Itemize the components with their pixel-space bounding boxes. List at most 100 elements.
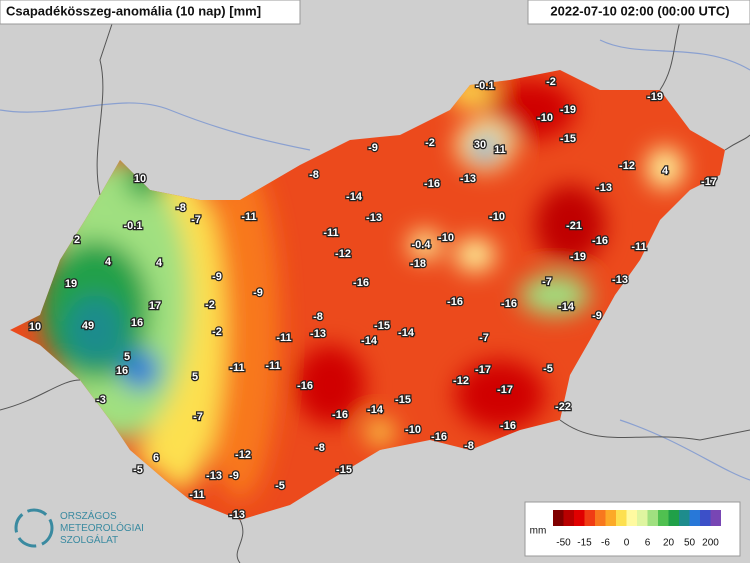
station-value: 49 [82, 320, 94, 332]
station-value: -16 [501, 298, 517, 310]
station-value: -11 [265, 360, 280, 372]
legend-unit: mm [530, 526, 547, 537]
station-value: -9 [368, 142, 378, 154]
station-value: -10 [489, 211, 505, 223]
station-value: 17 [149, 300, 161, 312]
station-value: -7 [479, 332, 489, 344]
station-value: -14 [398, 327, 415, 339]
station-value: -8 [176, 202, 186, 214]
station-value: -16 [447, 296, 463, 308]
station-value: -16 [353, 277, 369, 289]
station-value: -11 [189, 489, 204, 501]
station-value: -15 [336, 464, 352, 476]
station-value: -14 [558, 301, 575, 313]
station-value: -16 [431, 431, 447, 443]
station-value: -7 [193, 411, 203, 423]
legend-swatch [584, 510, 595, 526]
timestamp: 2022-07-10 02:00 (00:00 UTC) [550, 3, 729, 18]
station-value: -5 [543, 363, 553, 375]
station-value: 5 [124, 351, 130, 363]
station-value: -13 [229, 509, 245, 521]
station-value: -12 [619, 160, 635, 172]
legend-swatch [563, 510, 574, 526]
station-value: -14 [346, 191, 363, 203]
station-value: -15 [374, 320, 390, 332]
legend-swatch [616, 510, 627, 526]
station-value: -16 [424, 178, 440, 190]
station-value: -9 [229, 470, 239, 482]
station-value: -16 [500, 420, 516, 432]
legend-swatch [668, 510, 679, 526]
station-value: 2 [74, 234, 80, 246]
station-value: 4 [105, 256, 112, 268]
station-value: 4 [156, 257, 163, 269]
station-value: -11 [241, 211, 256, 223]
station-value: -2 [212, 326, 222, 338]
station-value: -9 [212, 271, 222, 283]
legend-swatch [689, 510, 700, 526]
station-value: -8 [315, 442, 325, 454]
station-value: -19 [570, 251, 586, 263]
station-value: -5 [275, 480, 285, 492]
station-value: -2 [205, 299, 215, 311]
station-value: -14 [361, 335, 378, 347]
station-value: -10 [405, 424, 421, 436]
timestamp-box [527, 0, 750, 25]
station-value: -12 [235, 449, 251, 461]
station-value: -10 [438, 232, 454, 244]
station-value: -0.4 [412, 239, 432, 251]
station-value: -16 [592, 235, 608, 247]
title-box [0, 0, 301, 25]
station-value: -11 [631, 241, 646, 253]
station-value: -8 [313, 311, 323, 323]
station-value: 5 [192, 371, 198, 383]
legend: -50 -15 -6 0 6 20 50 200 [553, 510, 721, 549]
station-value: -12 [335, 248, 351, 260]
station-value: -17 [701, 176, 717, 188]
station-value: -7 [542, 276, 552, 288]
station-value: -2 [425, 137, 435, 149]
station-value: 16 [116, 365, 128, 377]
legend-swatch [637, 510, 648, 526]
station-value: 16 [131, 317, 143, 329]
station-value: -8 [464, 440, 474, 452]
legend-label: -15 [577, 538, 592, 549]
station-value: -0.1 [476, 80, 495, 92]
station-value: -19 [560, 104, 576, 116]
station-value: -17 [497, 384, 513, 396]
legend-swatch [605, 510, 616, 526]
station-value: -11 [276, 332, 291, 344]
station-value: -19 [647, 91, 663, 103]
legend-swatch [679, 510, 690, 526]
station-value: -2 [546, 76, 556, 88]
station-value: -3 [96, 394, 106, 406]
station-labels: -0.1 -2 -19 -10 -19 -15 -9 -2 30 11 -12 4 -17 -8 -16 -1… [28, 75, 719, 523]
legend-label: 0 [624, 538, 630, 549]
station-value: 11 [494, 144, 506, 156]
station-value: -16 [332, 409, 348, 421]
legend-label: 6 [645, 538, 651, 549]
rivers [0, 39, 750, 481]
station-value: 6 [153, 452, 159, 464]
station-value: 19 [65, 278, 77, 290]
logo-text: METEOROLÓGIAI [60, 521, 144, 534]
station-value: -9 [253, 287, 263, 299]
legend-swatch [626, 510, 637, 526]
station-value: -22 [555, 401, 571, 413]
legend-swatch [647, 510, 658, 526]
station-value: -12 [453, 375, 469, 387]
legend-label: 200 [702, 538, 719, 549]
station-value: -15 [560, 133, 576, 145]
station-value: -13 [460, 173, 476, 185]
station-value: -21 [566, 220, 582, 232]
station-value: 4 [662, 165, 669, 177]
station-value: -8 [309, 169, 319, 181]
legend-label: 20 [663, 538, 675, 549]
station-value: -13 [612, 274, 628, 286]
legend-swatch [574, 510, 585, 526]
station-value: -10 [537, 112, 553, 124]
station-value: -17 [475, 364, 491, 376]
station-value: -11 [229, 362, 244, 374]
